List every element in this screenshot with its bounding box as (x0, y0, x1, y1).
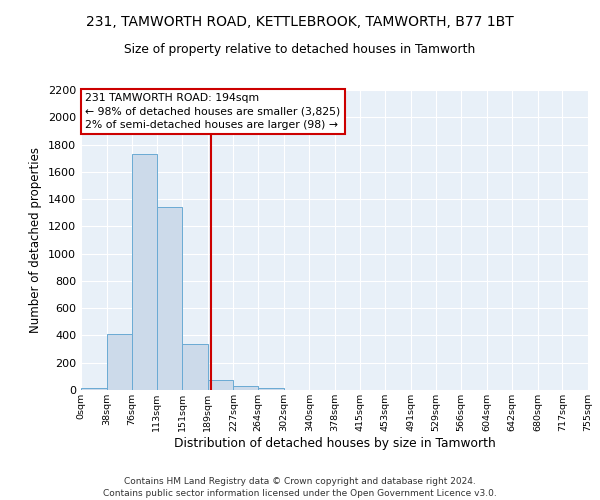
Text: Contains HM Land Registry data © Crown copyright and database right 2024.: Contains HM Land Registry data © Crown c… (124, 477, 476, 486)
Y-axis label: Number of detached properties: Number of detached properties (29, 147, 43, 333)
Bar (107, 334, 132, 390)
Text: 231 TAMWORTH ROAD: 194sqm
← 98% of detached houses are smaller (3,825)
2% of sem: 231 TAMWORTH ROAD: 194sqm ← 98% of detac… (85, 94, 340, 130)
Bar (182, 344, 208, 390)
Text: Contains public sector information licensed under the Open Government Licence v3: Contains public sector information licen… (103, 488, 497, 498)
X-axis label: Distribution of detached houses by size in Tamworth: Distribution of detached houses by size … (173, 436, 496, 450)
Bar (81, 388, 107, 390)
Bar (157, 206, 182, 390)
Bar (208, 380, 233, 390)
Bar (233, 386, 258, 390)
Text: 231, TAMWORTH ROAD, KETTLEBROOK, TAMWORTH, B77 1BT: 231, TAMWORTH ROAD, KETTLEBROOK, TAMWORT… (86, 15, 514, 29)
Text: Size of property relative to detached houses in Tamworth: Size of property relative to detached ho… (124, 42, 476, 56)
Bar (258, 388, 284, 390)
Bar (132, 154, 157, 390)
